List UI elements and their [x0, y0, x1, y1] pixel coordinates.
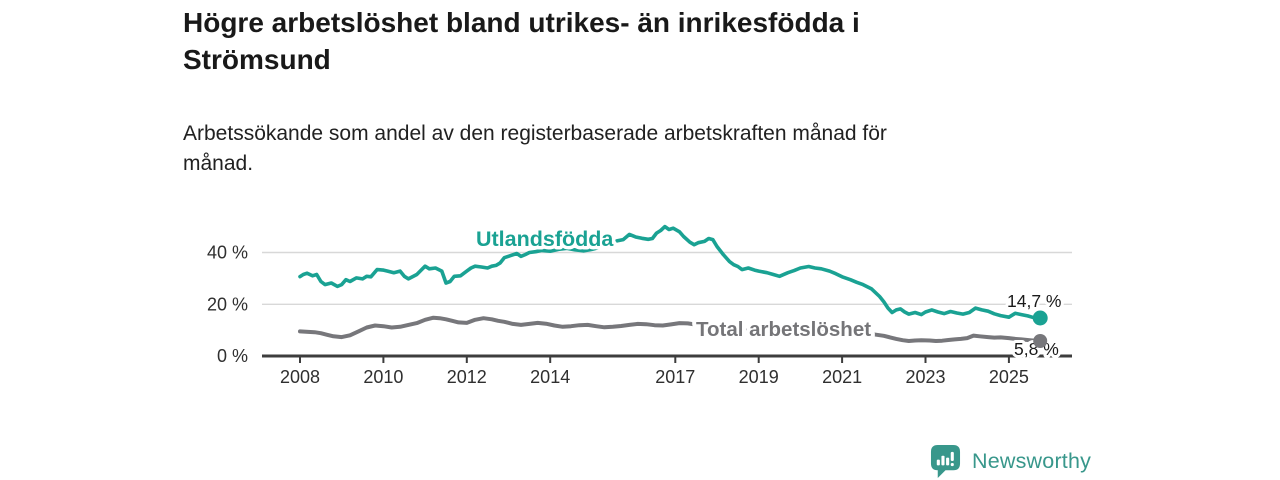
chart-subtitle-line-2: månad. [183, 152, 254, 175]
series-label-utlandsfodda: Utlandsfödda [476, 227, 614, 251]
chart-subtitle: Arbetssökande som andel av den registerb… [183, 119, 887, 179]
end-value-label-total-arbetsloshet: 5,8 % [1014, 339, 1059, 359]
newsworthy-logo: Newsworthy [930, 444, 1091, 478]
end-dot-utlandsfodda [1032, 310, 1048, 326]
x-tick-label: 2023 [905, 367, 945, 387]
y-tick-label: 0 % [217, 346, 248, 366]
chart-title: Högre arbetslöshet bland utrikes- än inr… [183, 4, 860, 78]
series-line-utlandsfodda [298, 224, 1042, 320]
chart-title-line-1: Högre arbetslöshet bland utrikes- än inr… [183, 7, 860, 38]
y-tick-label: 40 % [207, 243, 248, 263]
x-tick-label: 2021 [822, 367, 862, 387]
series-line-total-arbetsloshet [298, 315, 1043, 343]
newsworthy-logo-icon [930, 444, 961, 478]
newsworthy-logo-text: Newsworthy [972, 448, 1092, 473]
series-label-total-arbetsloshet: Total arbetslöshet [696, 318, 871, 341]
y-tick-label: 20 % [207, 294, 248, 314]
chart-title-line-2: Strömsund [183, 44, 331, 75]
end-value-label-utlandsfodda: 14,7 % [1007, 291, 1061, 311]
x-tick-label: 2025 [989, 367, 1029, 387]
x-tick-label: 2014 [530, 367, 570, 387]
x-tick-label: 2010 [363, 367, 403, 387]
x-tick-label: 2017 [655, 367, 695, 387]
end-dot-total-arbetsloshet [1033, 334, 1048, 348]
x-tick-label: 2012 [447, 367, 487, 387]
x-tick-label: 2008 [280, 367, 320, 387]
chart-subtitle-line-1: Arbetssökande som andel av den registerb… [183, 122, 887, 145]
x-tick-label: 2019 [739, 367, 779, 387]
